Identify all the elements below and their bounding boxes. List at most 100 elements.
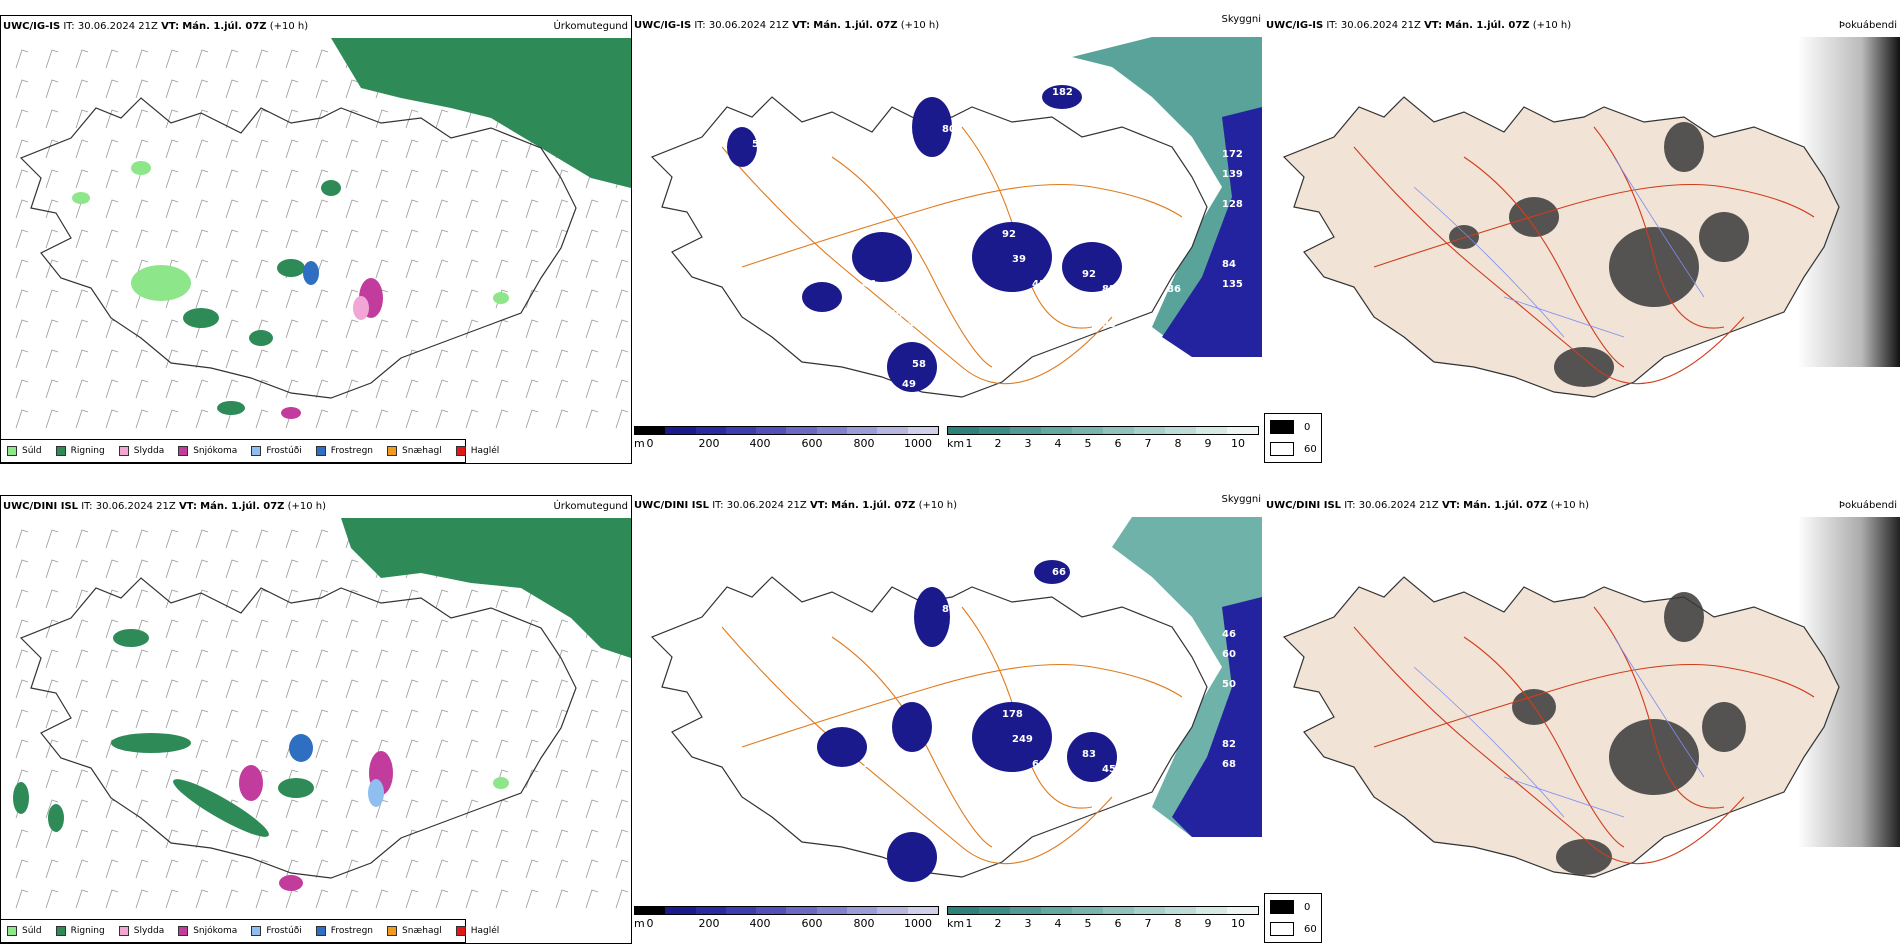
colorbar-tick: 200: [698, 917, 720, 930]
wind-barb: [75, 619, 89, 639]
legend-label: Snjókoma: [193, 926, 238, 936]
colorbar-tick: 10: [1231, 437, 1245, 450]
wind-barb: [195, 259, 209, 279]
panel-title: Þokuábendi: [1838, 500, 1897, 511]
colorbar-strip: [947, 426, 1259, 435]
legend-item: Frostúði: [251, 446, 302, 456]
wind-barb: [45, 889, 59, 909]
wind-barb: [405, 709, 419, 729]
colorbar-tick: 4: [1054, 917, 1062, 930]
cloud-base-label: 103: [862, 759, 883, 770]
run-info: UWC/IG-IS IT: 30.06.2024 21Z VT: Mán. 1.…: [1266, 15, 1571, 37]
cloud-base-label: 84: [1222, 259, 1236, 270]
wind-barb: [105, 289, 119, 309]
wind-barb: [585, 829, 599, 849]
wind-barb: [405, 889, 419, 909]
wind-barb: [435, 619, 449, 639]
wind-barb: [315, 169, 329, 189]
wind-barb: [15, 829, 29, 849]
cloud-base-label: 45: [907, 319, 921, 330]
legend-swatch: [1270, 900, 1294, 914]
wind-barb: [165, 79, 179, 99]
run-info: UWC/IG-IS IT: 30.06.2024 21Z VT: Mán. 1.…: [3, 16, 308, 38]
wind-barb: [75, 229, 89, 249]
cloud-label-layer: 53 182 118 10 80 55 45 37 59 22 172 139 128 67 92 32 47 3…: [752, 84, 1243, 415]
wind-barb: [285, 139, 299, 159]
legend-label: 0: [1304, 421, 1311, 433]
legend-swatch: [178, 926, 189, 936]
wind-barb: [345, 889, 359, 909]
cloud-base-label: 86: [1167, 284, 1181, 295]
wind-barb: [345, 289, 359, 309]
wind-barb: [435, 769, 449, 789]
wind-barb: [405, 199, 419, 219]
cloud-base-label: 72: [952, 619, 966, 630]
wind-barb: [585, 349, 599, 369]
wind-barb: [105, 259, 119, 279]
wind-barb: [435, 259, 449, 279]
wind-barb: [465, 139, 479, 159]
cloud-base-label: 178: [1002, 709, 1023, 720]
wind-barb: [255, 799, 269, 819]
wind-barb: [435, 739, 449, 759]
sea-cloud-area: [1162, 107, 1262, 357]
wind-barb: [345, 769, 359, 789]
legend-swatch: [118, 446, 129, 456]
wind-barb: [15, 409, 29, 429]
wind-barb: [225, 379, 239, 399]
wind-barb: [405, 289, 419, 309]
wind-barb: [135, 409, 149, 429]
wind-barb: [285, 799, 299, 819]
wind-barb: [255, 289, 269, 309]
legend-label: Rigning: [70, 926, 105, 936]
wind-barb: [195, 709, 209, 729]
wind-barb: [555, 829, 569, 849]
legend-label: Snjókoma: [193, 446, 238, 456]
wind-barb: [525, 769, 539, 789]
wind-barb: [135, 679, 149, 699]
wind-barb: [75, 709, 89, 729]
cloud-base-label: 45: [1102, 764, 1116, 775]
fog-areas: [1449, 122, 1749, 387]
wind-barb: [75, 829, 89, 849]
wind-barb: [105, 49, 119, 69]
wind-barb: [45, 409, 59, 429]
wind-barb: [255, 169, 269, 189]
wind-barb: [525, 199, 539, 219]
wind-barb: [405, 139, 419, 159]
wind-barb: [405, 739, 419, 759]
wind-barb: [45, 739, 59, 759]
legend-item: Súld: [7, 926, 42, 936]
cloud-base-label: 66: [1162, 259, 1176, 270]
wind-barb: [45, 859, 59, 879]
wind-barb: [15, 289, 29, 309]
wind-barb: [585, 799, 599, 819]
valid-time: Mán. 1.júl. 07Z: [1463, 500, 1548, 511]
wind-barb: [105, 559, 119, 579]
legend-item: Rigning: [55, 926, 105, 936]
precip-blobs: [72, 161, 509, 419]
wind-barb: [435, 799, 449, 819]
wind-barb: [525, 169, 539, 189]
wind-barb: [315, 649, 329, 669]
panel-title: Úrkomutegund: [553, 21, 628, 32]
wind-barb: [225, 319, 239, 339]
colorbar-tick: 400: [749, 917, 771, 930]
wind-barb: [525, 799, 539, 819]
wind-barb: [375, 169, 389, 189]
wind-barb: [435, 199, 449, 219]
wind-barb: [165, 169, 179, 189]
wind-barb: [15, 379, 29, 399]
fog-legend: 0 60: [1264, 893, 1322, 943]
wind-barb: [45, 139, 59, 159]
wind-barb: [555, 709, 569, 729]
wind-barb: [465, 199, 479, 219]
wind-barb: [435, 859, 449, 879]
legend-swatch: [387, 926, 398, 936]
wind-barb: [525, 409, 539, 429]
wind-barb: [195, 529, 209, 549]
wind-barb: [225, 619, 239, 639]
wind-barb: [45, 799, 59, 819]
wind-barb: [345, 709, 359, 729]
colorbar-tick: 5: [1084, 437, 1092, 450]
